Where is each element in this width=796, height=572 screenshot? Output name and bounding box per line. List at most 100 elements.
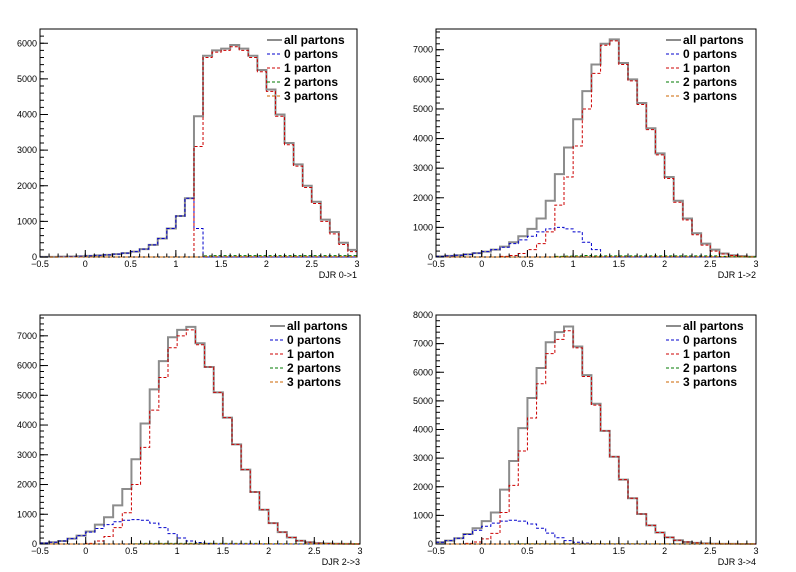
legend-label-p0: 0 partons bbox=[287, 333, 341, 347]
y-tick-label: 6000 bbox=[413, 74, 433, 84]
x-tick-label: 1.5 bbox=[217, 546, 230, 556]
x-tick-label: 0 bbox=[83, 259, 88, 269]
legend-label-p0: 0 partons bbox=[683, 47, 737, 61]
legend-label-all: all partons bbox=[284, 33, 345, 47]
y-tick-label: 7000 bbox=[413, 339, 433, 349]
series-line-p1 bbox=[436, 40, 756, 258]
y-tick-label: 3000 bbox=[17, 450, 37, 460]
histogram-panel-1: −0.5 0 0.5 1 1.5 2 2.5 301000200030004000500060… bbox=[17, 28, 360, 280]
series-line-p1 bbox=[40, 329, 360, 545]
x-tick-label: 1.5 bbox=[215, 259, 228, 269]
y-tick-label: 5000 bbox=[17, 74, 37, 84]
legend-label-p0: 0 partons bbox=[284, 47, 338, 61]
x-tick-label: 1 bbox=[571, 259, 576, 269]
y-tick-label: 5000 bbox=[17, 390, 37, 400]
legend-label-p2: 2 partons bbox=[287, 361, 341, 375]
series-line-p0 bbox=[436, 519, 756, 545]
x-tick-label: 1 bbox=[173, 259, 178, 269]
y-tick-label: 4000 bbox=[413, 425, 433, 435]
x-tick-label: 3 bbox=[753, 546, 758, 556]
x-tick-label: 0.5 bbox=[521, 259, 534, 269]
legend-label-p1: 1 parton bbox=[287, 347, 334, 361]
x-tick-label: 0.5 bbox=[124, 259, 137, 269]
y-tick-label: 7000 bbox=[413, 45, 433, 55]
x-tick-label: 0.5 bbox=[125, 546, 138, 556]
x-tick-label: 0.5 bbox=[521, 546, 534, 556]
x-tick-label: 0 bbox=[479, 546, 484, 556]
series-line-p0 bbox=[436, 226, 756, 258]
x-tick-label: 2.5 bbox=[305, 259, 318, 269]
x-tick-label: 2.5 bbox=[704, 546, 717, 556]
x-tick-label: 3 bbox=[354, 259, 359, 269]
x-tick-label: 2 bbox=[662, 546, 667, 556]
x-tick-label: 2 bbox=[266, 546, 271, 556]
legend-label-p2: 2 partons bbox=[683, 361, 737, 375]
y-tick-label: 7000 bbox=[17, 331, 37, 341]
series-line-p0 bbox=[40, 197, 357, 258]
legend-label-p3: 3 partons bbox=[683, 375, 737, 389]
histogram-panel-4: −0.5 0 0.5 1 1.5 2 2.5 301000200030004000500060… bbox=[413, 310, 759, 567]
legend-label-all: all partons bbox=[287, 319, 348, 333]
x-tick-label: 2.5 bbox=[704, 259, 717, 269]
y-tick-label: 0 bbox=[32, 252, 37, 262]
y-tick-label: 6000 bbox=[413, 367, 433, 377]
x-tick-label: 3 bbox=[357, 546, 362, 556]
y-tick-label: 0 bbox=[428, 252, 433, 262]
x-tick-label: 1.5 bbox=[613, 546, 626, 556]
legend-label-p3: 3 partons bbox=[284, 89, 338, 103]
y-tick-label: 5000 bbox=[413, 104, 433, 114]
x-tick-label: 0 bbox=[83, 546, 88, 556]
y-tick-label: 6000 bbox=[17, 38, 37, 48]
y-tick-label: 5000 bbox=[413, 396, 433, 406]
y-tick-label: 1000 bbox=[413, 510, 433, 520]
x-axis-title: DJR 2->3 bbox=[322, 557, 360, 567]
y-tick-label: 4000 bbox=[17, 110, 37, 120]
y-tick-label: 1000 bbox=[17, 216, 37, 226]
y-tick-label: 0 bbox=[32, 539, 37, 549]
x-tick-label: 1.5 bbox=[613, 259, 626, 269]
x-tick-label: −0.5 bbox=[31, 259, 49, 269]
y-tick-label: 3000 bbox=[413, 163, 433, 173]
legend-label-p1: 1 parton bbox=[284, 61, 331, 75]
legend-label-p2: 2 partons bbox=[683, 75, 737, 89]
x-axis-title: DJR 1->2 bbox=[718, 270, 756, 280]
x-tick-label: 1 bbox=[175, 546, 180, 556]
x-tick-label: −0.5 bbox=[427, 259, 445, 269]
legend-label-p0: 0 partons bbox=[683, 333, 737, 347]
y-tick-label: 8000 bbox=[413, 310, 433, 320]
legend-label-p2: 2 partons bbox=[284, 75, 338, 89]
histogram-panel-3: −0.5 0 0.5 1 1.5 2 2.5 301000200030004000500060… bbox=[17, 314, 363, 567]
legend-label-p3: 3 partons bbox=[287, 375, 341, 389]
legend-label-all: all partons bbox=[683, 319, 744, 333]
y-tick-label: 4000 bbox=[413, 134, 433, 144]
x-tick-label: 3 bbox=[753, 259, 758, 269]
legend-label-p1: 1 parton bbox=[683, 61, 730, 75]
x-tick-label: 0 bbox=[479, 259, 484, 269]
histogram-panel-2: −0.5 0 0.5 1 1.5 2 2.5 301000200030004000500060… bbox=[413, 28, 759, 280]
y-tick-label: 1000 bbox=[413, 222, 433, 232]
x-tick-label: 1 bbox=[571, 546, 576, 556]
y-tick-label: 2000 bbox=[17, 480, 37, 490]
y-tick-label: 2000 bbox=[17, 181, 37, 191]
x-tick-label: 2.5 bbox=[308, 546, 321, 556]
y-tick-label: 0 bbox=[428, 539, 433, 549]
y-tick-label: 2000 bbox=[413, 193, 433, 203]
x-tick-label: −0.5 bbox=[31, 546, 49, 556]
x-axis-title: DJR 3->4 bbox=[718, 557, 756, 567]
x-tick-label: −0.5 bbox=[427, 546, 445, 556]
x-axis-title: DJR 0->1 bbox=[319, 270, 357, 280]
y-tick-label: 3000 bbox=[17, 145, 37, 155]
y-tick-label: 6000 bbox=[17, 361, 37, 371]
y-tick-label: 4000 bbox=[17, 420, 37, 430]
y-tick-label: 1000 bbox=[17, 509, 37, 519]
legend-label-p1: 1 parton bbox=[683, 347, 730, 361]
y-tick-label: 2000 bbox=[413, 482, 433, 492]
x-tick-label: 2 bbox=[662, 259, 667, 269]
legend-label-p3: 3 partons bbox=[683, 89, 737, 103]
